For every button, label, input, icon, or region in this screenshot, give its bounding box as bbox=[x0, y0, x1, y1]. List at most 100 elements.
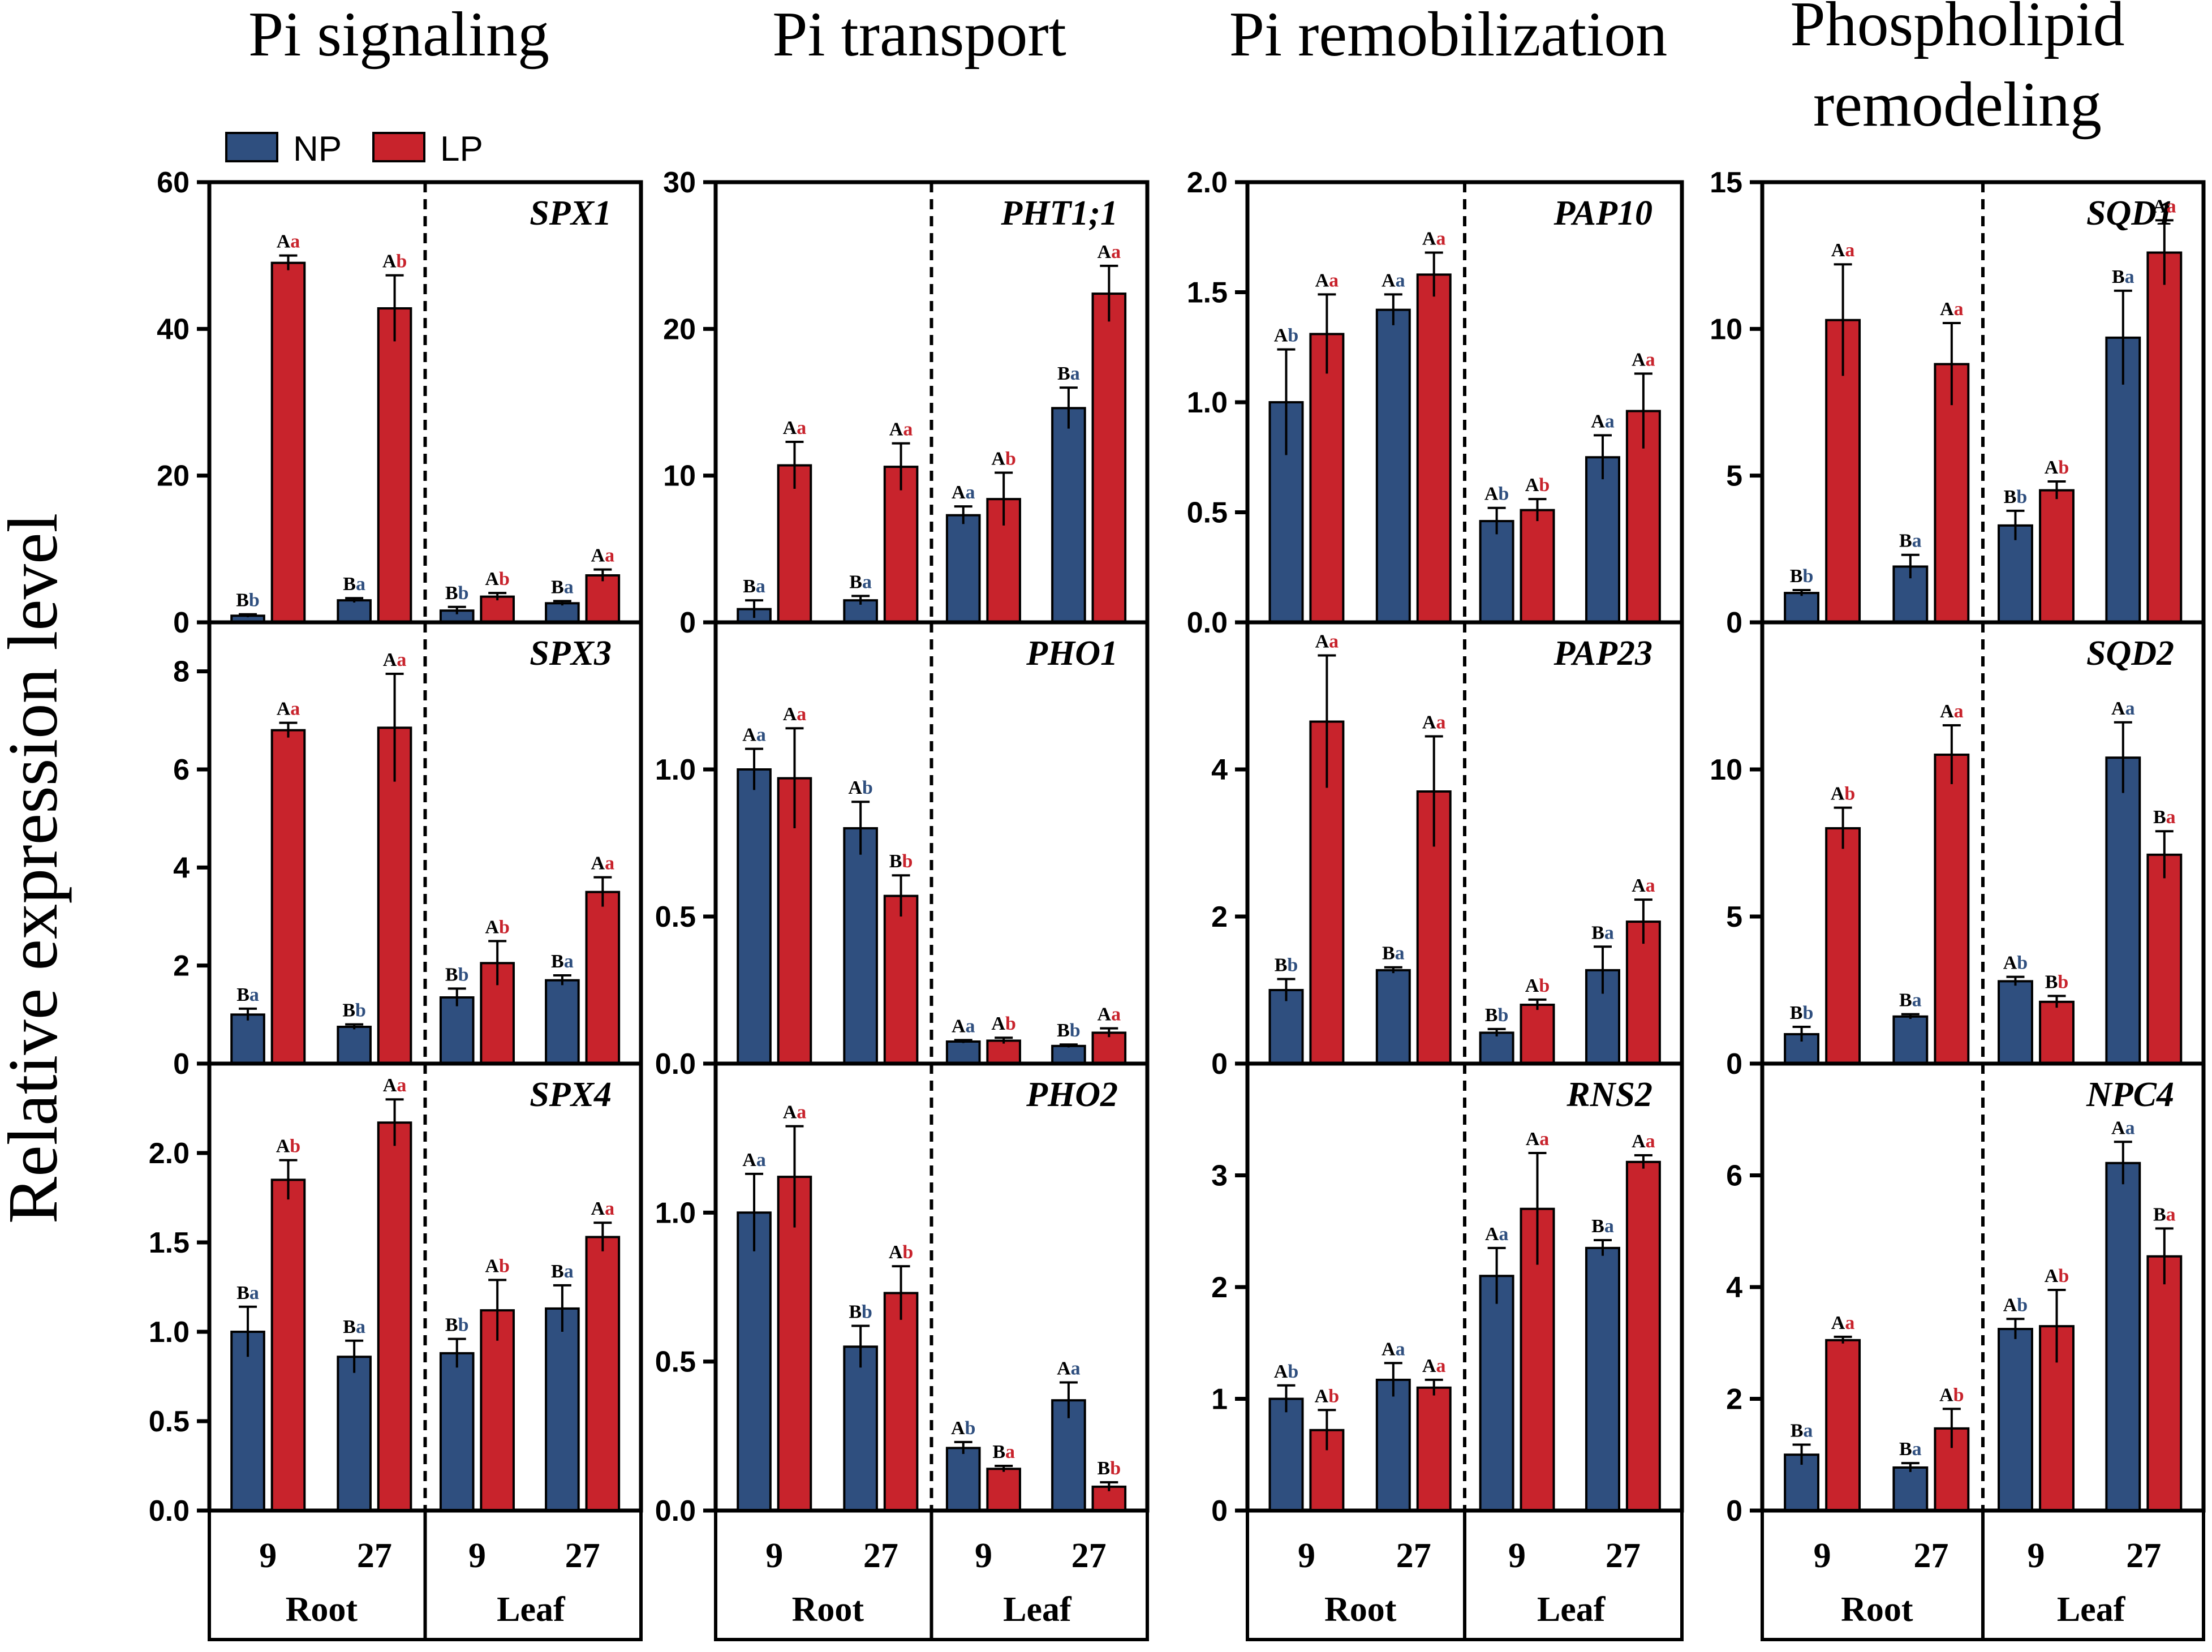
y-tick-label: 2 bbox=[1726, 1383, 1742, 1416]
bar-lp bbox=[2039, 489, 2075, 623]
y-tick-label: 0.5 bbox=[1187, 497, 1228, 530]
bar-lp bbox=[1625, 920, 1661, 1065]
significance-letters: Bb bbox=[889, 851, 913, 872]
significance-letters: Ab bbox=[991, 448, 1015, 469]
bar-lp bbox=[585, 890, 621, 1065]
bar-np bbox=[737, 1211, 772, 1512]
significance-letters: Aa bbox=[1940, 299, 1964, 320]
x-category-box: 9 27 9 27 Root Leaf bbox=[714, 1509, 1149, 1641]
x-category-label: 27 bbox=[1606, 1537, 1641, 1575]
significance-letters: Ba bbox=[551, 1261, 574, 1282]
significance-letters: Aa bbox=[889, 419, 913, 440]
significance-letters: Bb bbox=[236, 590, 260, 611]
bar-np bbox=[843, 1345, 878, 1512]
panel-sqd1: 0 5 10 15 SQD1 Bb Ba Bb Ba Aa Aa Ab Aa bbox=[1710, 166, 2206, 639]
significance-letters: Ab bbox=[1525, 975, 1550, 996]
y-tick-label: 2.0 bbox=[1187, 166, 1228, 199]
significance-letters: Aa bbox=[1382, 270, 1405, 291]
column-title: Pi signaling bbox=[248, 0, 549, 70]
bar-np bbox=[337, 599, 372, 623]
bar-lp bbox=[1309, 333, 1345, 623]
y-tick-label: 15 bbox=[1710, 166, 1742, 199]
legend-lp-swatch bbox=[372, 132, 425, 162]
y-axis-title: Relative expression level bbox=[0, 513, 72, 1224]
panel-pap23: 0 2 4 PAP23 Bb Ba Bb Ba Aa Aa Ab Aa bbox=[1211, 620, 1684, 1081]
significance-letters: Ba bbox=[343, 574, 365, 595]
bar-np bbox=[1479, 1275, 1514, 1512]
bar-np bbox=[737, 768, 772, 1065]
significance-letters: Bb bbox=[2004, 487, 2028, 507]
tissue-label: Leaf bbox=[497, 1590, 566, 1629]
bar-lp bbox=[883, 1292, 919, 1512]
bar-np bbox=[1479, 520, 1514, 623]
bar-lp bbox=[480, 595, 515, 624]
significance-letters: Aa bbox=[1831, 1313, 1855, 1333]
bar-lp bbox=[986, 1468, 1021, 1512]
y-tick-label: 1.0 bbox=[655, 1197, 696, 1229]
bar-lp bbox=[2146, 1255, 2183, 1512]
significance-letters: Aa bbox=[383, 649, 407, 670]
gene-label: SPX1 bbox=[530, 194, 612, 233]
significance-letters: Bb bbox=[1275, 955, 1298, 976]
y-tick-label: 2 bbox=[1211, 1271, 1228, 1304]
x-category-label: 27 bbox=[565, 1537, 600, 1575]
significance-letters: Ba bbox=[849, 571, 872, 592]
gene-label: SQD2 bbox=[2086, 634, 2174, 673]
significance-letters: Ab bbox=[2045, 1266, 2069, 1287]
significance-letters: Aa bbox=[1526, 1129, 1550, 1150]
significance-letters: Bb bbox=[1485, 1005, 1509, 1026]
y-tick-label: 0 bbox=[173, 606, 190, 639]
y-tick-label: 0.0 bbox=[655, 1048, 696, 1081]
bar-lp bbox=[1825, 1339, 1861, 1512]
y-tick-label: 6 bbox=[1726, 1160, 1742, 1193]
bar-lp bbox=[1416, 1386, 1452, 1512]
significance-letters: Aa bbox=[952, 482, 975, 503]
panel-spx3: 0 2 4 6 8 SPX3 Ba Bb Bb Ba Aa Aa Ab Aa bbox=[173, 620, 643, 1081]
significance-letters: Ab bbox=[1525, 475, 1550, 496]
bar-lp bbox=[1416, 273, 1452, 623]
gene-label: SPX4 bbox=[530, 1075, 612, 1114]
x-category-label: 27 bbox=[1071, 1537, 1107, 1575]
significance-letters: Ba bbox=[1791, 1420, 1813, 1441]
significance-letters: Aa bbox=[742, 1150, 766, 1171]
significance-letters: Bb bbox=[1790, 566, 1814, 587]
significance-letters: Aa bbox=[783, 1102, 807, 1123]
y-tick-label: 60 bbox=[157, 166, 190, 199]
significance-letters: Aa bbox=[783, 704, 807, 725]
significance-letters: Aa bbox=[1940, 701, 1964, 722]
bar-np bbox=[439, 1352, 475, 1512]
significance-letters: Bb bbox=[1098, 1458, 1121, 1479]
gene-label: SQD1 bbox=[2086, 194, 2174, 233]
significance-letters: Ba bbox=[236, 1283, 259, 1303]
y-tick-label: 0.0 bbox=[1187, 606, 1228, 639]
column-title: Pi transport bbox=[772, 0, 1066, 70]
bar-np bbox=[545, 602, 580, 623]
significance-letters: Aa bbox=[591, 545, 615, 566]
significance-letters: Aa bbox=[1057, 1358, 1081, 1379]
y-tick-label: 4 bbox=[173, 851, 190, 884]
significance-letters: Aa bbox=[2111, 698, 2135, 719]
x-category-label: 9 bbox=[975, 1537, 992, 1575]
y-tick-label: 10 bbox=[663, 460, 696, 493]
x-category-label: 27 bbox=[357, 1537, 392, 1575]
legend-np-label: NP bbox=[293, 130, 342, 169]
significance-letters: Aa bbox=[1632, 1131, 1655, 1152]
y-tick-label: 4 bbox=[1211, 754, 1228, 786]
legend-np-swatch bbox=[225, 132, 278, 162]
significance-letters: Ab bbox=[485, 917, 509, 937]
significance-letters: Aa bbox=[1591, 411, 1615, 432]
significance-letters: Bb bbox=[2045, 971, 2069, 992]
significance-letters: Aa bbox=[383, 1075, 407, 1096]
bar-np bbox=[1585, 1246, 1620, 1512]
significance-letters: Ba bbox=[1899, 1439, 1922, 1460]
bar-np bbox=[843, 827, 878, 1065]
y-tick-label: 0 bbox=[1211, 1495, 1228, 1528]
bar-lp bbox=[2146, 853, 2183, 1065]
bar-lp bbox=[777, 1176, 812, 1512]
x-category-label: 27 bbox=[1396, 1537, 1431, 1575]
tissue-label: Leaf bbox=[1537, 1590, 1606, 1629]
significance-letters: Ba bbox=[551, 577, 574, 597]
column-title: remodeling bbox=[1813, 70, 2102, 140]
significance-letters: Ba bbox=[1899, 531, 1922, 552]
gene-label: SPX3 bbox=[530, 634, 612, 673]
